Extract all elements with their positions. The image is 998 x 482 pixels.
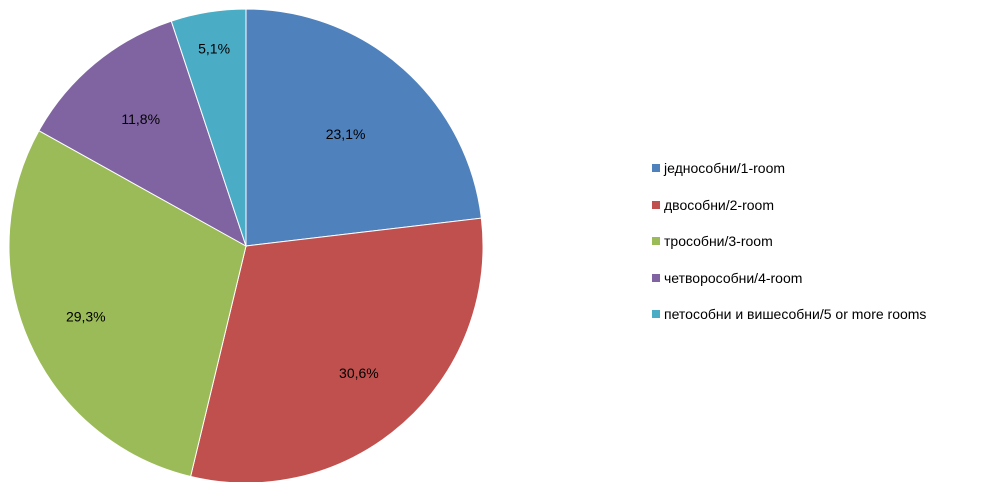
pie-slice-1-room <box>245 8 482 247</box>
data-label-4-room: 11,8% <box>121 111 160 127</box>
legend-swatch <box>652 237 660 245</box>
pie-slice-3-room <box>8 130 247 478</box>
legend-swatch <box>652 200 660 209</box>
legend-label: трособни/3-room <box>664 233 773 249</box>
legend-item-1-room: једнособни/1-room <box>652 159 926 177</box>
legend-swatch <box>652 273 660 282</box>
legend-item-4-room: четворособни/4-room <box>652 269 926 287</box>
legend: једнособни/1-room двособни/2-room трособ… <box>652 159 926 342</box>
data-label-3-room: 29,3% <box>66 308 106 324</box>
data-label-1-room: 23,1% <box>326 126 366 142</box>
legend-item-5-or-more-rooms: петособни и вишесобни/5 or more rooms <box>652 305 926 323</box>
pie-data-labels: 23,1% 30,6% 29,3% 11,8% 5,1% <box>66 41 379 382</box>
pie-slice-4-room <box>38 20 247 248</box>
legend-swatch <box>652 310 660 318</box>
pie-slice-5-or-more-rooms <box>170 8 247 247</box>
legend-label: двособни/2-room <box>664 196 774 213</box>
legend-label: четворособни/4-room <box>664 269 803 286</box>
pie-slice-2-room <box>190 217 484 482</box>
legend-item-3-room: трособни/3-room <box>652 232 926 250</box>
legend-label: петособни и вишесобни/5 or more rooms <box>664 306 927 322</box>
legend-label: једнособни/1-room <box>664 160 786 176</box>
data-label-2-room: 30,6% <box>339 365 379 381</box>
legend-item-2-room: двособни/2-room <box>652 196 926 214</box>
pie-slices <box>8 8 484 482</box>
data-label-5-or-more-rooms: 5,1% <box>198 41 230 57</box>
legend-swatch <box>652 164 660 172</box>
